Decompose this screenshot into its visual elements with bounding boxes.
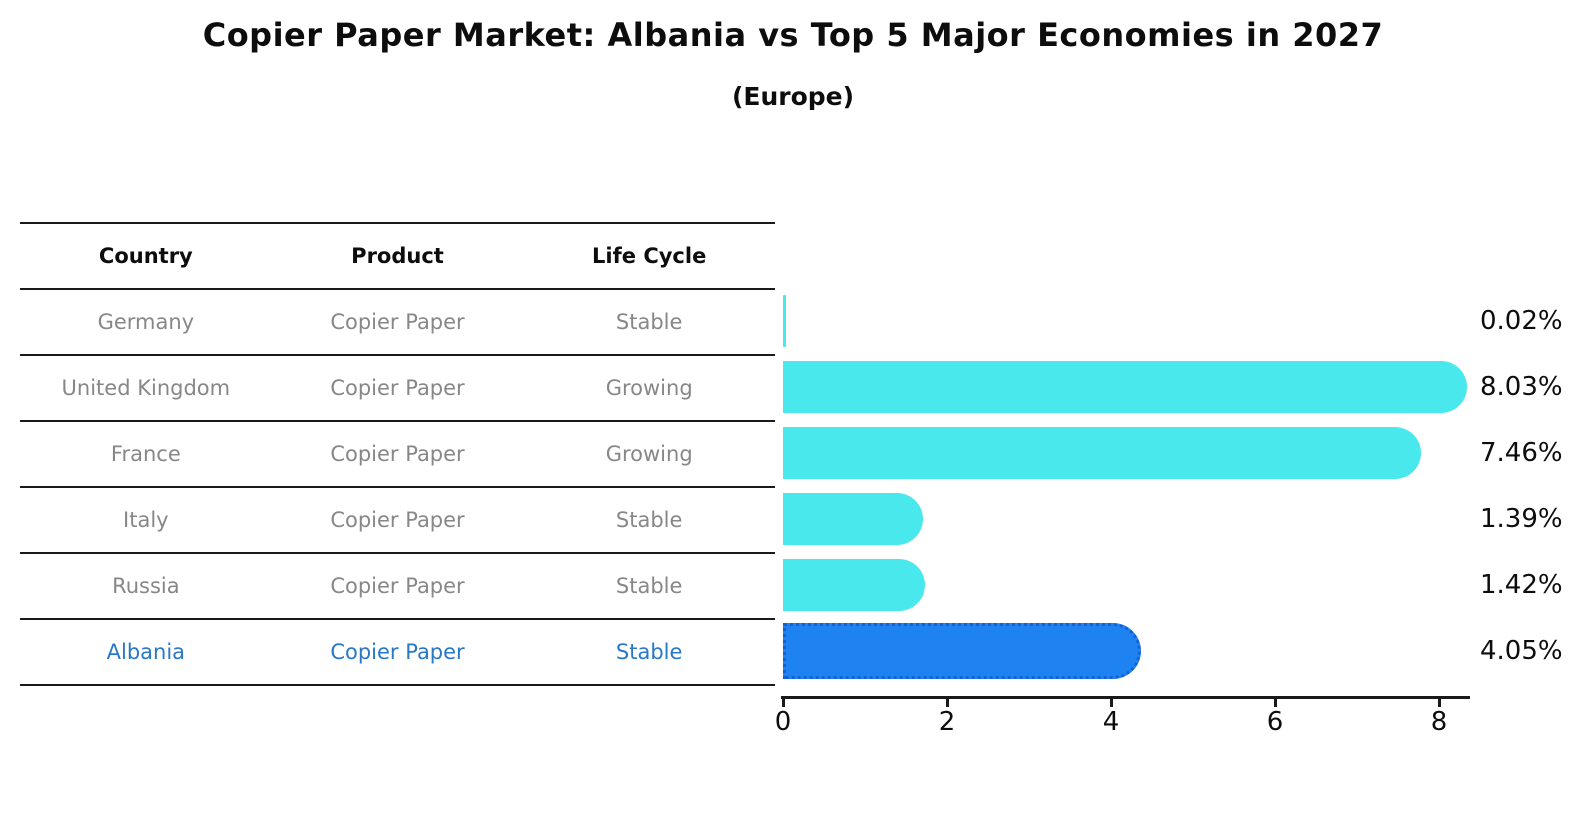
x-axis-tick-label: 4 xyxy=(1102,707,1120,737)
table-cell-life-cycle: Stable xyxy=(615,508,683,532)
table-row: Albania Copier Paper Stable xyxy=(20,618,775,686)
table-header-row: Country Product Life Cycle xyxy=(20,222,775,288)
table-cell-country: Russia xyxy=(112,574,180,598)
x-axis-tick xyxy=(782,699,785,707)
table-cell-product: Copier Paper xyxy=(330,310,465,334)
x-axis-tick-label: 6 xyxy=(1266,707,1284,737)
table-cell-country: United Kingdom xyxy=(61,376,231,400)
bar-germany xyxy=(783,295,786,347)
table-cell-life-cycle: Growing xyxy=(605,376,693,400)
bar-value-label: 0.02% xyxy=(1480,306,1563,336)
x-axis-line xyxy=(781,696,1470,699)
column-header-life-cycle: Life Cycle xyxy=(592,244,707,268)
table-cell-life-cycle: Stable xyxy=(615,310,683,334)
table-cell-product: Copier Paper xyxy=(330,508,465,532)
table-row: Germany Copier Paper Stable xyxy=(20,288,775,354)
x-axis-tick xyxy=(946,699,949,707)
table-cell-country: France xyxy=(110,442,181,466)
x-axis-tick xyxy=(1438,699,1441,707)
bar-value-label: 4.05% xyxy=(1480,636,1563,666)
x-axis-tick-label: 0 xyxy=(774,707,792,737)
bar-russia xyxy=(783,559,925,611)
table-cell-product: Copier Paper xyxy=(330,376,465,400)
column-header-product: Product xyxy=(351,244,444,268)
chart-title: Copier Paper Market: Albania vs Top 5 Ma… xyxy=(202,16,1384,54)
table-row: United Kingdom Copier Paper Growing xyxy=(20,354,775,420)
table-cell-product: Copier Paper xyxy=(330,574,465,598)
chart-subtitle: (Europe) xyxy=(731,82,855,111)
table-cell-country: Germany xyxy=(97,310,195,334)
bar-italy xyxy=(783,493,923,545)
table-cell-product: Copier Paper xyxy=(330,640,465,664)
x-axis-tick xyxy=(1274,699,1277,707)
x-axis-tick xyxy=(1110,699,1113,707)
table-cell-country: Italy xyxy=(123,508,169,532)
table-cell-life-cycle: Stable xyxy=(615,640,683,664)
table-row: Italy Copier Paper Stable xyxy=(20,486,775,552)
table-cell-life-cycle: Stable xyxy=(615,574,683,598)
column-header-country: Country xyxy=(98,244,193,268)
table-cell-product: Copier Paper xyxy=(330,442,465,466)
table-row: France Copier Paper Growing xyxy=(20,420,775,486)
x-axis-tick-label: 8 xyxy=(1430,707,1448,737)
x-axis-tick-label: 2 xyxy=(938,707,956,737)
bar-value-label: 8.03% xyxy=(1480,372,1563,402)
bar-france xyxy=(783,427,1421,479)
bar-albania xyxy=(783,623,1141,679)
country-table: Country Product Life Cycle Germany Copier… xyxy=(20,222,775,686)
table-cell-life-cycle: Growing xyxy=(605,442,693,466)
bar-united-kingdom xyxy=(783,361,1467,413)
table-cell-country: Albania xyxy=(106,640,186,664)
bar-value-label: 1.39% xyxy=(1480,504,1563,534)
bar-value-label: 1.42% xyxy=(1480,570,1563,600)
table-row: Russia Copier Paper Stable xyxy=(20,552,775,618)
bar-value-label: 7.46% xyxy=(1480,438,1563,468)
